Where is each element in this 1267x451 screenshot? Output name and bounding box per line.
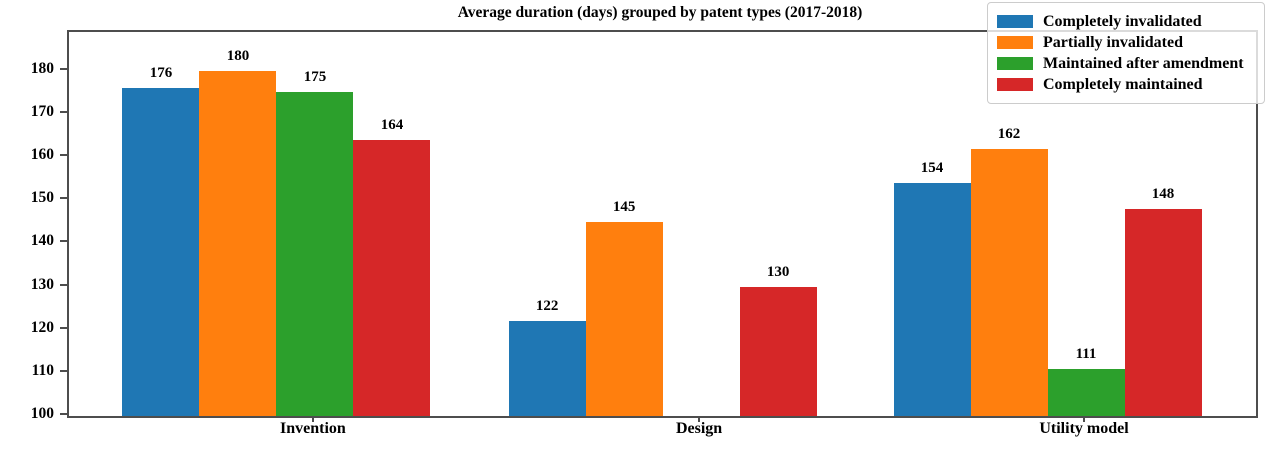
y-tick-mark [60, 240, 67, 243]
bar-design-1 [508, 321, 586, 416]
y-tick-mark [60, 67, 67, 70]
bar-design-4 [739, 286, 817, 416]
bar-value-label: 154 [920, 160, 944, 177]
bar-utility-model-2 [970, 148, 1048, 416]
legend-swatch [997, 15, 1033, 28]
y-tick-mark [60, 197, 67, 200]
x-tick-label: Invention [280, 420, 346, 437]
x-tick-mark [698, 416, 701, 422]
bar-value-label: 162 [997, 125, 1021, 142]
legend-item: Completely invalidated [997, 11, 1264, 32]
bar-value-label: 176 [149, 65, 173, 82]
bar-design-2 [585, 221, 663, 416]
y-tick-mark [60, 413, 67, 415]
y-tick-mark [60, 110, 67, 113]
bar-value-label: 175 [303, 69, 327, 86]
bar-value-label: 145 [612, 198, 636, 215]
x-tick-mark [311, 416, 314, 422]
legend-swatch [997, 57, 1033, 70]
x-tick-label: Design [675, 420, 723, 437]
y-tick-label: 140 [30, 232, 54, 250]
bar-invention-3 [276, 92, 354, 416]
bar-value-label: 122 [535, 298, 559, 315]
bar-value-label: 130 [766, 263, 790, 280]
y-tick-label: 180 [30, 59, 54, 77]
bar-invention-1 [122, 88, 200, 416]
y-tick-label: 170 [30, 102, 54, 120]
legend-label: Completely maintained [1043, 76, 1203, 93]
y-tick-label: 110 [31, 361, 54, 379]
bar-value-label: 180 [226, 47, 250, 64]
x-tick-label: Utility model [1039, 420, 1129, 437]
bar-utility-model-4 [1124, 208, 1202, 416]
y-tick-mark [60, 326, 67, 329]
y-tick-label: 120 [30, 318, 54, 336]
bar-invention-2 [199, 70, 277, 416]
bar-invention-4 [353, 139, 431, 416]
y-tick-label: 160 [30, 146, 54, 164]
legend-item: Maintained after amendment [997, 53, 1264, 74]
bar-value-label: 111 [1075, 345, 1097, 362]
y-tick-label: 130 [30, 275, 54, 293]
bar-value-label: 148 [1151, 185, 1175, 202]
legend-label: Maintained after amendment [1043, 55, 1244, 72]
legend: Completely invalidated Partially invalida… [987, 2, 1265, 104]
legend-label: Completely invalidated [1043, 13, 1202, 30]
y-tick-mark [60, 154, 67, 157]
x-tick-mark [1083, 416, 1086, 422]
y-tick-label: 150 [30, 189, 54, 207]
bar-utility-model-3 [1047, 368, 1125, 416]
legend-item: Partially invalidated [997, 32, 1264, 53]
bar-value-label: 164 [380, 116, 404, 133]
y-tick-label: 100 [30, 405, 54, 422]
plot-area: 176 180 175 164 122 145 130 154 162 111 148 [67, 30, 1258, 418]
legend-label: Partially invalidated [1043, 34, 1183, 51]
legend-swatch [997, 78, 1033, 91]
chart-title: Average duration (days) grouped by paten… [457, 4, 863, 21]
legend-swatch [997, 36, 1033, 49]
bar-utility-model-1 [893, 183, 971, 416]
y-tick-mark [60, 369, 67, 372]
legend-item: Completely maintained [997, 74, 1264, 95]
y-tick-mark [60, 283, 67, 286]
